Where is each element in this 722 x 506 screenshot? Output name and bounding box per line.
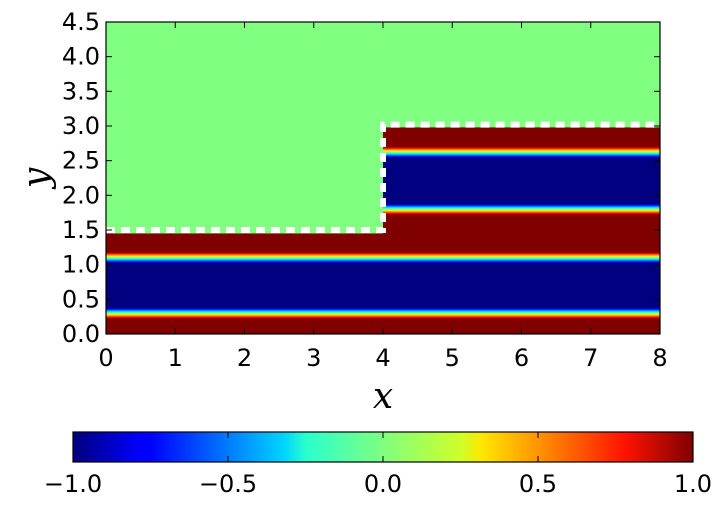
y-tick-label: 2.0 [62,181,100,209]
x-axis: 0 1 2 3 4 5 6 7 8 [98,22,668,372]
x-tick-label: 4 [375,344,390,372]
x-tick-label: 8 [652,344,667,372]
x-tick-label: 7 [583,344,598,372]
interface-boundary [106,121,660,233]
colorbar: −1.0 −0.5 0.0 0.5 1.0 [44,431,712,498]
y-tick-label: 3.5 [62,77,100,105]
colorbar-ticks: −1.0 −0.5 0.0 0.5 1.0 [44,432,712,498]
y-tick-label: 1.0 [62,251,100,279]
y-axis: 0.0 0.5 1.0 1.5 2.0 2.5 3.0 3.5 4.0 4.5 [62,8,660,348]
x-tick-label: 1 [168,344,183,372]
x-tick-label: 5 [445,344,460,372]
plot-area [105,21,661,335]
colorbar-tick-label: −1.0 [44,470,102,498]
field-transition-b [106,252,660,264]
x-tick-label: 6 [514,344,529,372]
colorbar-tick-label: 0.0 [364,470,402,498]
y-tick-label: 3.0 [62,112,100,140]
y-tick-label: 4.5 [62,8,100,36]
colorbar-tick-label: 1.0 [674,470,712,498]
x-tick-label: 3 [306,344,321,372]
field-transition-c [383,203,660,215]
y-tick-label: 1.5 [62,216,100,244]
field-region-1 [106,257,660,314]
y-tick-label: 0.5 [62,285,100,313]
x-tick-label: 2 [237,344,252,372]
field-transition-a [106,307,660,319]
x-axis-label: x [373,376,393,417]
field-transition-d [383,146,660,158]
y-tick-label: 0.0 [62,320,100,348]
field-transitions [106,146,660,319]
x-tick-label: 0 [98,344,113,372]
y-tick-label: 4.0 [62,43,100,71]
field-region-3 [383,209,660,258]
colorbar-tick-label: −0.5 [199,470,257,498]
y-tick-label: 2.5 [62,147,100,175]
colorbar-tick-label: 0.5 [519,470,557,498]
y-axis-label: y [16,167,57,190]
field-region-4 [383,152,660,210]
